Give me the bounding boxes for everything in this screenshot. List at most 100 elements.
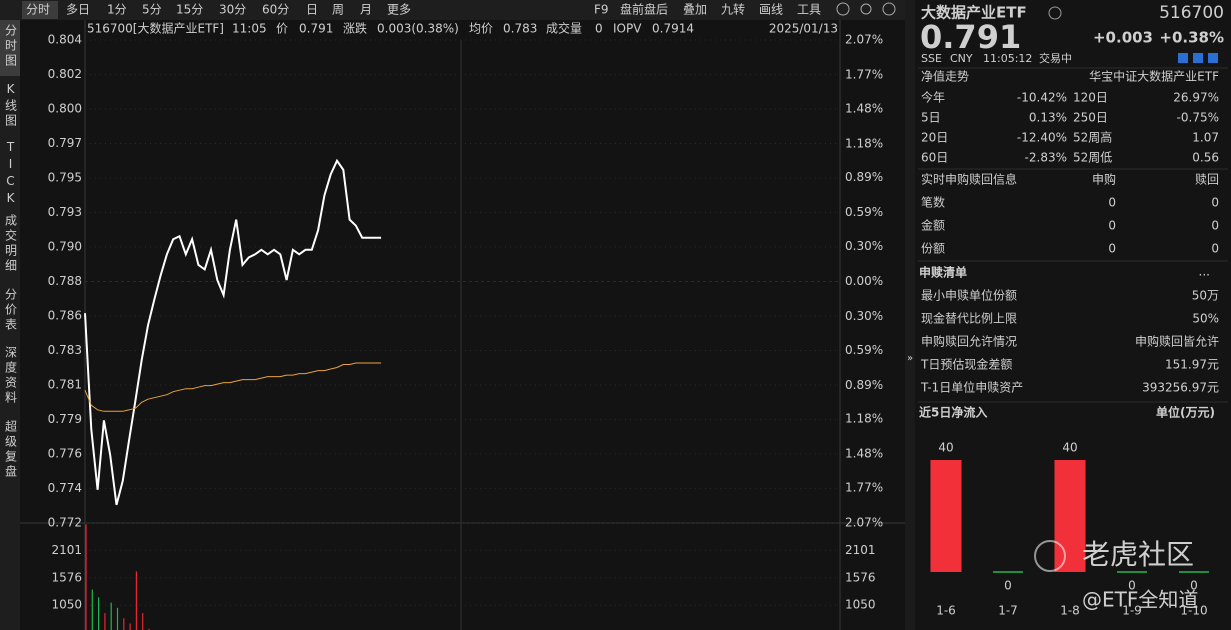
more-button[interactable]: ...: [1199, 265, 1210, 279]
nav-value: 0.13%: [1029, 111, 1067, 125]
collapse-icon[interactable]: »: [907, 353, 913, 364]
panel-icon[interactable]: [1193, 53, 1203, 63]
creation-value: 0: [1108, 242, 1116, 256]
nav-label: 5日: [921, 111, 941, 125]
help-icon[interactable]: [882, 2, 896, 16]
toolbar-tool[interactable]: F9: [594, 3, 609, 17]
info-avg: 0.783: [503, 22, 537, 36]
nav-label: 52周低: [1073, 151, 1112, 165]
y2-tick-label: 1.18%: [845, 136, 883, 150]
toolbar-tab[interactable]: 日: [306, 3, 318, 17]
quote-price: 0.791: [920, 18, 1021, 56]
toolbar-tab[interactable]: 多日: [66, 3, 90, 17]
panel-icon[interactable]: [1178, 53, 1188, 63]
toolbar-tab[interactable]: 周: [332, 3, 344, 17]
nav-value: -12.40%: [1017, 131, 1067, 145]
side-tab[interactable]: 分价表: [4, 288, 18, 333]
toolbar-tab[interactable]: 5分: [142, 3, 162, 17]
creation-value: 0: [1211, 219, 1219, 233]
y2-tick-label: 1.77%: [845, 68, 883, 82]
quote-meta: CNY: [950, 52, 973, 65]
watermark: @ETF全知道: [1082, 588, 1198, 612]
toolbar-tool[interactable]: 工具: [797, 3, 821, 17]
flow-category: 1-9: [1122, 604, 1142, 618]
y-tick-label: 0.802: [48, 67, 82, 81]
search-icon[interactable]: [860, 3, 872, 15]
y2-tick-label: 2.07%: [845, 516, 883, 530]
quote-meta: 交易中: [1039, 51, 1072, 65]
flow-unit: 单位(万元): [1156, 405, 1215, 420]
y2-tick-label: 0.89%: [845, 170, 883, 184]
info-iopv: 0.7914: [652, 22, 694, 36]
side-tab[interactable]: 超级复盘: [4, 419, 18, 480]
y2-tick-label: 1.48%: [845, 101, 883, 115]
side-tab-selected: [0, 20, 20, 76]
volume-tick-label: 1050: [845, 598, 876, 612]
side-bar: [0, 20, 20, 630]
toolbar-tab[interactable]: 15分: [176, 3, 203, 17]
creation-value: 0: [1108, 196, 1116, 210]
y2-tick-label: 0.30%: [845, 309, 883, 323]
y-tick-label: 0.788: [48, 274, 82, 288]
flow-bar: [1054, 460, 1086, 572]
section-title: 净值走势: [921, 69, 969, 84]
settings-icon[interactable]: [836, 2, 850, 16]
side-tab[interactable]: 深度资料: [4, 346, 18, 406]
info-date: 2025/01/13: [769, 22, 838, 36]
quote-name: 大数据产业ETF: [921, 4, 1027, 22]
flow-value-label: 0: [1190, 579, 1198, 593]
panel-icon[interactable]: [1208, 53, 1218, 63]
splitter[interactable]: [905, 0, 915, 630]
toolbar-tool[interactable]: 九转: [721, 2, 745, 17]
toolbar-tool[interactable]: 叠加: [683, 3, 707, 17]
y-tick-label: 0.790: [48, 239, 82, 253]
toolbar-tab[interactable]: 分时: [26, 3, 50, 17]
y-tick-label: 0.797: [48, 136, 82, 150]
list-label: 最小申赎单位份额: [921, 288, 1017, 303]
list-label: T-1日单位申赎资产: [920, 380, 1023, 395]
toolbar-tab[interactable]: 更多: [387, 3, 411, 17]
y2-tick-label: 1.48%: [845, 447, 883, 461]
info-time: 11:05: [232, 22, 267, 36]
volume-tick-label: 2101: [845, 543, 876, 557]
info-icon[interactable]: [1048, 6, 1062, 20]
side-tab[interactable]: 分时图: [4, 24, 18, 69]
quote-change: +0.003: [1093, 29, 1153, 47]
y2-tick-label: 0.59%: [845, 343, 883, 357]
info-avg-label: 均价: [469, 22, 493, 36]
y-tick-label: 0.795: [48, 170, 82, 184]
toolbar-tab[interactable]: 月: [360, 3, 372, 17]
y2-tick-label: 0.30%: [845, 239, 883, 253]
nav-label: 52周高: [1073, 130, 1112, 145]
side-tab[interactable]: TICK: [4, 140, 18, 208]
list-value: 151.97元: [1165, 358, 1219, 372]
toolbar-tab[interactable]: 60分: [262, 3, 289, 17]
side-tab[interactable]: 成交明细: [4, 214, 18, 274]
y2-tick-label: 0.00%: [845, 274, 883, 288]
list-label: 现金替代比例上限: [921, 311, 1017, 326]
creation-label: 份额: [921, 242, 945, 256]
y-tick-label: 0.772: [48, 516, 82, 530]
info-volume: 0: [595, 22, 603, 36]
y2-tick-label: 1.77%: [845, 481, 883, 495]
y2-tick-label: 0.89%: [845, 378, 883, 392]
tab-selected: [22, 1, 58, 19]
nav-value: -10.42%: [1017, 91, 1067, 105]
toolbar-tool[interactable]: 画线: [759, 3, 783, 17]
toolbar-tool[interactable]: 盘前盘后: [620, 2, 668, 17]
list-label: T日预估现金差额: [920, 357, 1012, 372]
creation-label: 金额: [921, 218, 945, 233]
flow-category: 1-10: [1180, 604, 1207, 618]
volume-tick-label: 1576: [51, 570, 82, 584]
quote-meta: 11:05:12: [983, 52, 1032, 65]
creation-label: 笔数: [921, 195, 945, 210]
quote-change-pct: +0.38%: [1159, 29, 1224, 47]
flow-value-label: 40: [1062, 441, 1077, 455]
flow-value-label: 0: [1004, 579, 1012, 593]
toolbar: [0, 0, 905, 20]
nav-value: 1.07: [1192, 131, 1219, 145]
y-tick-label: 0.804: [48, 33, 82, 47]
side-tab[interactable]: K线图: [4, 82, 18, 129]
toolbar-tab[interactable]: 30分: [219, 3, 246, 17]
toolbar-tab[interactable]: 1分: [107, 3, 127, 17]
